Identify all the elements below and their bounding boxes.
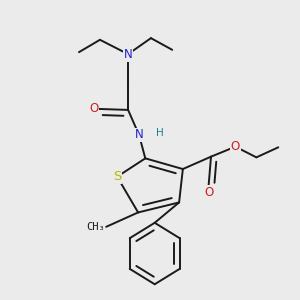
Text: N: N — [124, 48, 133, 61]
Text: H: H — [156, 128, 164, 138]
Text: O: O — [231, 140, 240, 153]
Text: N: N — [135, 128, 143, 142]
Text: O: O — [89, 102, 98, 116]
Text: S: S — [113, 170, 121, 183]
Text: CH₃: CH₃ — [86, 222, 105, 232]
Text: O: O — [204, 186, 213, 199]
